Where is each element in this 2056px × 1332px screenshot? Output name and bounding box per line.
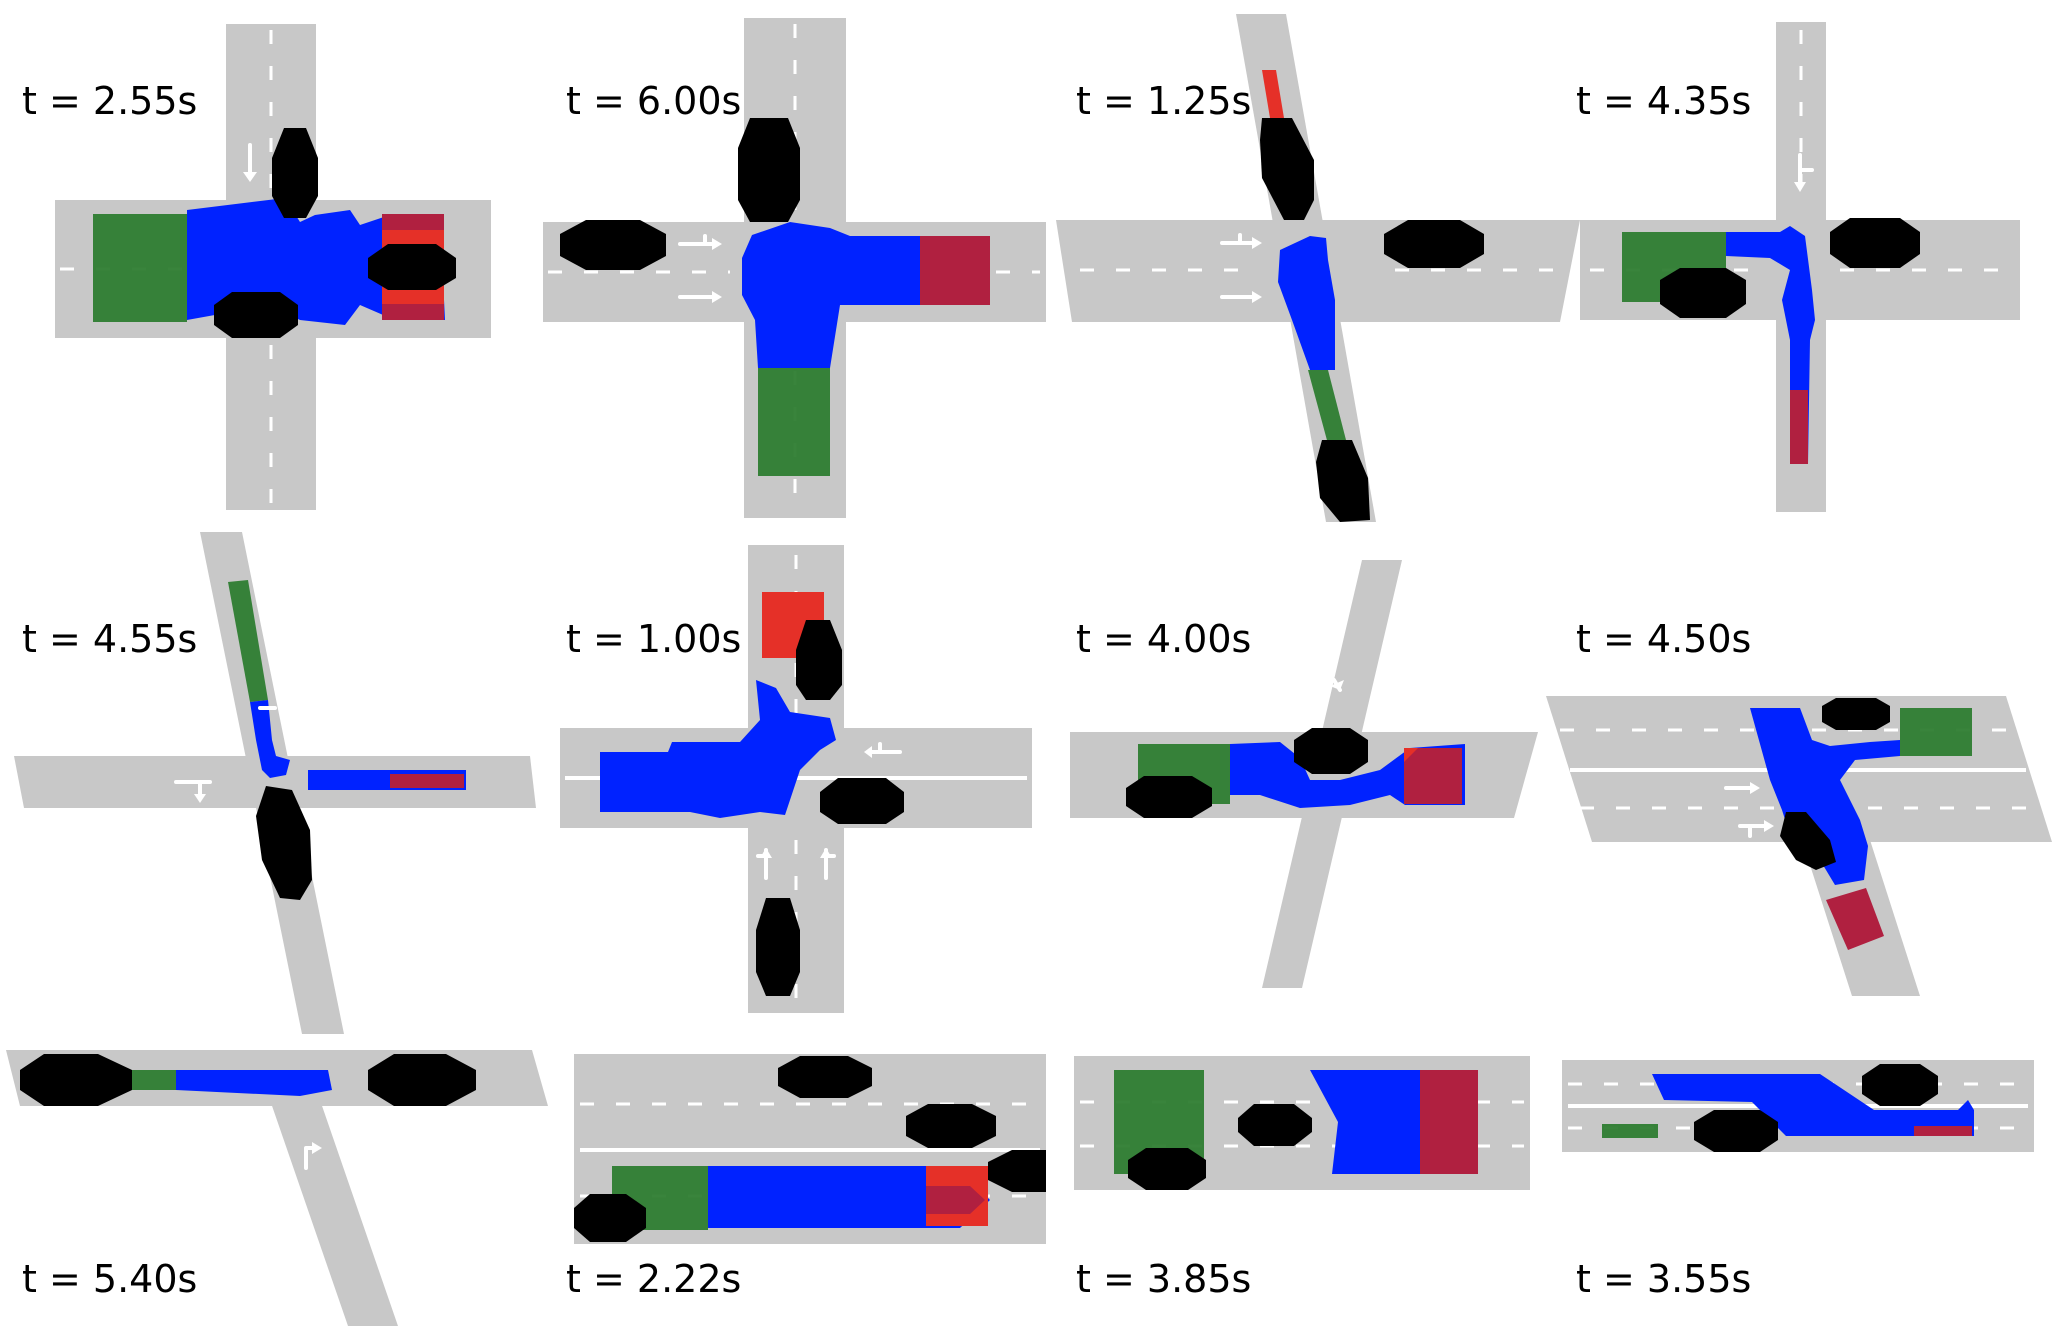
panel-4-goal-region <box>1790 390 1808 464</box>
panel-3-goal-region <box>1262 70 1284 118</box>
panel-5-time-label: t = 4.55s <box>22 617 198 661</box>
panel-6-scene <box>560 545 1032 1013</box>
panel-8-goal-region <box>1826 888 1884 950</box>
panel-4-scene <box>1580 22 2020 512</box>
panel-11-scene <box>1074 1056 1530 1190</box>
panel-8-planned-path <box>1750 708 1900 885</box>
panel-2-start-region <box>758 368 830 476</box>
panel-3-planned-path <box>1278 236 1335 370</box>
panel-1-start-region <box>93 214 187 322</box>
panel-8-start-region <box>1900 708 1972 756</box>
panel-5-goal-region <box>390 774 464 788</box>
panel-2-scene <box>543 18 1046 518</box>
panel-12-scene <box>1562 1060 2034 1152</box>
panel-3-start-region <box>1308 370 1346 444</box>
panel-1-time-label: t = 2.55s <box>22 79 198 123</box>
panel-12-planned-path <box>1652 1074 1974 1136</box>
panel-12-goal-region <box>1914 1126 1972 1136</box>
panel-12-time-label: t = 3.55s <box>1576 1257 1752 1301</box>
panel-6-time-label: t = 1.00s <box>566 617 742 661</box>
panel-5-planned-path <box>250 700 290 778</box>
panel-1-vehicle-south <box>214 292 298 338</box>
panel-3-time-label: t = 1.25s <box>1076 79 1252 123</box>
panel-10-time-label: t = 2.22s <box>566 1257 742 1301</box>
panel-7-scene <box>1070 560 1538 988</box>
panel-7-goal-region <box>1404 748 1462 804</box>
panel-5-start-region <box>228 580 268 702</box>
panel-4-time-label: t = 4.35s <box>1576 79 1752 123</box>
panel-9-time-label: t = 5.40s <box>22 1257 198 1301</box>
panel-11-goal-region <box>1420 1070 1478 1174</box>
panel-11-planned-path <box>1310 1070 1420 1174</box>
panel-9-start-region <box>126 1070 176 1090</box>
panel-8-time-label: t = 4.50s <box>1576 617 1752 661</box>
panel-10-planned-path <box>708 1166 990 1228</box>
panel-7-time-label: t = 4.00s <box>1076 617 1252 661</box>
panel-5-scene <box>14 532 536 1034</box>
panel-9-scene <box>6 1050 548 1326</box>
panel-2-goal-region <box>920 236 990 305</box>
panel-9-planned-path <box>176 1070 332 1096</box>
panel-6-planned-path <box>600 680 836 818</box>
panel-1-vehicle-north <box>272 128 318 218</box>
panel-11-time-label: t = 3.85s <box>1076 1257 1252 1301</box>
panel-8-scene <box>1546 696 2052 996</box>
panel-12-start-region <box>1602 1124 1658 1138</box>
panel-3-scene <box>1056 14 1580 522</box>
panel-1-vehicle-east <box>368 244 456 290</box>
panel-1-scene <box>55 24 491 510</box>
panel-10-scene <box>574 1054 1046 1244</box>
panel-2-time-label: t = 6.00s <box>566 79 742 123</box>
